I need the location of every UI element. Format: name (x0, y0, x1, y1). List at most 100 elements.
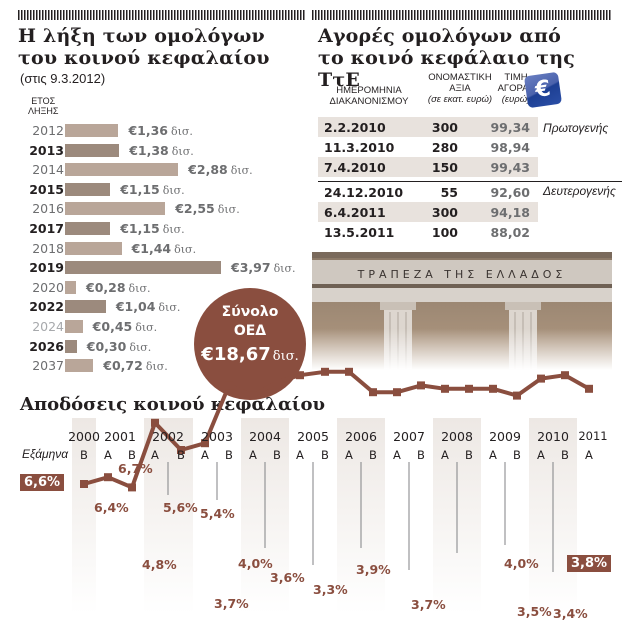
bar-value-label: €1,15 δισ. (120, 181, 185, 197)
bar-year-label: 2024 (32, 319, 64, 334)
bar-year-label: 2026 (29, 338, 64, 354)
bar-row: 2017 €1,15 δισ. (18, 219, 184, 238)
bar-row: 2015 €1,15 δισ. (18, 180, 184, 199)
year-label: 2011 (578, 429, 608, 443)
bar-value-label: €0,28 δισ. (86, 279, 151, 295)
table-row: 11.3.2010 280 98,94 (318, 137, 538, 157)
point-label: 3,8% (567, 555, 612, 572)
point-label: 4,8% (142, 557, 177, 572)
year-label: 2003 (201, 429, 233, 444)
bar-year-label: 2020 (32, 279, 64, 295)
bar-row: 2037 €0,72 δισ. (18, 356, 168, 375)
bar-value-label: €3,97 δισ. (231, 260, 296, 276)
bar-value-label: €0,45 δισ. (92, 319, 158, 334)
point-label: 3,7% (411, 597, 446, 612)
bar-year-label: 2014 (32, 162, 64, 178)
point-label: 5,6% (163, 500, 198, 515)
half-year-tick: A (151, 448, 159, 462)
bar-value-label: €0,72 δισ. (103, 358, 168, 374)
half-year-tick: A (296, 448, 304, 462)
half-year-tick: B (465, 448, 473, 462)
bar (65, 241, 122, 255)
bar (65, 163, 179, 177)
point-label: 6,7% (118, 461, 153, 476)
bar-year-label: 2019 (29, 260, 64, 276)
cell-nominal: 150 (431, 159, 458, 175)
point-label: 4,0% (238, 556, 273, 571)
point-label: 3,4% (553, 606, 588, 621)
cell-price: 98,94 (490, 139, 530, 155)
table-row: 24.12.2010 55 92,60 (318, 182, 538, 202)
cell-price: 99,43 (490, 159, 530, 175)
bar-year-label: 2012 (32, 123, 64, 138)
half-year-tick: B (561, 448, 569, 462)
point-label: 4,0% (504, 556, 539, 571)
point-label: 5,4% (200, 506, 235, 521)
half-year-tick: B (225, 448, 233, 462)
bar (65, 124, 119, 137)
bar-year-label: 2017 (29, 221, 64, 236)
half-year-tick: A (537, 448, 545, 462)
bar-value-label: €1,38 δισ. (129, 142, 194, 158)
bar-value-label: €2,55 δισ. (175, 201, 240, 217)
half-year-tick: A (249, 448, 257, 462)
cell-nominal: 280 (431, 139, 458, 155)
bar (65, 222, 111, 235)
cell-nominal: 300 (431, 119, 458, 135)
cell-nominal: 100 (431, 224, 458, 240)
table-row: 13.5.2011 100 88,02 (318, 222, 538, 242)
bar-row: 2016 €2,55 δισ. (18, 199, 240, 218)
note-primary: Πρωτογενής (543, 121, 609, 135)
bar-value-label: €1,44 δισ. (131, 240, 197, 256)
half-year-tick: A (345, 448, 353, 462)
year-label: 2000 (68, 429, 100, 444)
column-header-nominal: ΟΝΟΜΑΣΤΙΚΗ ΑΞΙΑ (σε εκατ. ευρώ) (427, 72, 493, 105)
bar-year-label: 2022 (29, 299, 64, 315)
bar-row: 2014 €2,88 δισ. (18, 160, 252, 179)
yields-chart-title: Αποδόσεις κοινού κεφαλαίου (20, 394, 326, 415)
point-label: 3,6% (270, 570, 305, 585)
year-label: 2010 (537, 429, 569, 444)
half-year-tick: B (80, 448, 88, 462)
bar (65, 182, 111, 196)
bar-row: 2013 €1,38 δισ. (18, 141, 194, 160)
bar-row: 2026 €0,30 δισ. (18, 337, 151, 356)
half-year-tick: A (585, 448, 593, 462)
column-header-price: ΤΙΜΗ ΑΓΟΡΑΣ (ευρώ) (497, 72, 535, 105)
year-label: 2009 (489, 429, 521, 444)
year-label: 2001 (104, 429, 136, 444)
cell-nominal: 300 (431, 204, 458, 220)
bar-year-label: 2016 (32, 201, 64, 217)
year-label: 2004 (249, 429, 281, 444)
purchases-title: Αγορές ομολόγων από το κοινό κεφάλαιο τη… (318, 25, 576, 91)
bar-row: 2024 €0,45 δισ. (18, 317, 157, 336)
bar-year-label: 2013 (29, 142, 64, 158)
cell-price: 99,34 (490, 119, 530, 135)
bar (65, 320, 83, 333)
table-row: 6.4.2011 300 94,18 (318, 202, 538, 222)
maturity-axis-label: ΕΤΟΣ ΛΗΞΗΣ (28, 96, 59, 116)
column-header-date: ΗΜΕΡΟΜΗΝΙΑ ΔΙΑΚΑΝΟΝΙΣΜΟΥ (329, 85, 409, 107)
point-label: 3,3% (313, 582, 348, 597)
point-label: 3,5% (517, 604, 552, 619)
half-year-tick: B (273, 448, 281, 462)
header-stripe-right (312, 10, 612, 20)
cell-price: 92,60 (490, 184, 530, 200)
half-year-tick: A (489, 448, 497, 462)
bar-value-label: €1,04 δισ. (115, 299, 181, 315)
bar-row: 2020 €0,28 δισ. (18, 278, 150, 297)
cell-date: 7.4.2010 (324, 159, 386, 175)
cell-date: 2.2.2010 (324, 119, 386, 135)
bar-row: 2022 €1,04 δισ. (18, 297, 180, 316)
cell-date: 13.5.2011 (324, 224, 395, 240)
point-label: 6,6% (20, 474, 65, 491)
half-year-tick: B (369, 448, 377, 462)
half-year-tick: A (393, 448, 401, 462)
bar-row: 2018 €1,44 δισ. (18, 239, 196, 258)
cell-date: 6.4.2011 (324, 204, 386, 220)
bar-value-label: €2,88 δισ. (188, 162, 253, 178)
table-row: 7.4.2010 150 99,43 (318, 157, 538, 177)
bar (65, 280, 76, 294)
maturity-chart-subtitle: (στις 9.3.2012) (20, 71, 106, 86)
year-label: 2006 (345, 429, 377, 444)
